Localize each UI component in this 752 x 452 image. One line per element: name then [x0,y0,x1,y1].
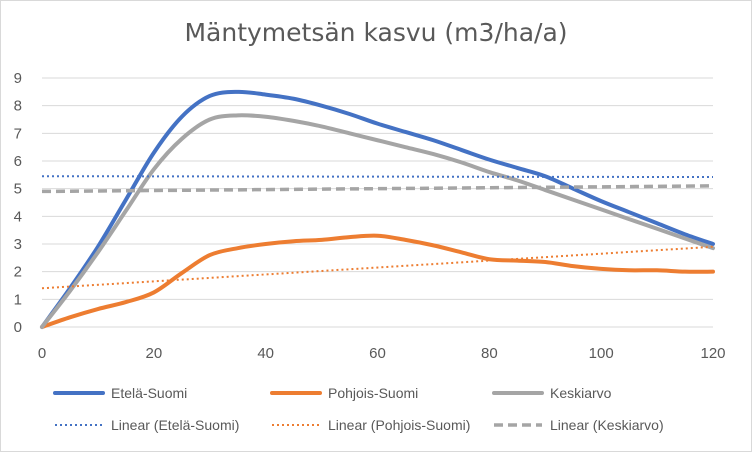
legend-label: Linear (Etelä-Suomi) [111,417,239,433]
series-line-linear-pohjois-suomi [41,245,714,290]
legend-label: Pohjois-Suomi [328,385,418,401]
series-lines [40,89,715,329]
x-tick-label: 0 [38,345,46,362]
y-tick-label: 1 [14,291,22,308]
series-line-etel-suomi [40,89,715,329]
x-axis-ticks: 0 20 40 60 80 100 120 [38,345,726,362]
y-tick-label: 4 [14,208,22,225]
legend-label: Linear (Pohjois-Suomi) [328,417,470,433]
x-tick-label: 100 [589,345,614,362]
x-tick-label: 60 [369,345,386,362]
x-tick-label: 20 [145,345,162,362]
legend: Etelä-Suomi Pohjois-Suomi Keskiarvo Linear … [53,385,664,433]
gridlines [42,77,713,328]
series-line-pohjois-suomi [40,233,715,329]
y-tick-label: 2 [14,264,22,281]
y-tick-label: 9 [14,70,22,87]
x-tick-label: 120 [700,345,725,362]
legend-label: Keskiarvo [550,385,612,401]
y-tick-label: 3 [14,236,22,253]
y-tick-label: 7 [14,125,22,142]
chart-title: Mäntymetsän kasvu (m3/ha/a) [184,18,568,47]
y-axis-ticks: 0 1 2 3 4 5 6 7 8 9 [14,70,22,336]
y-tick-label: 6 [14,153,22,170]
series-line-keskiarvo [40,113,715,329]
legend-label: Etelä-Suomi [111,385,187,401]
legend-label: Linear (Keskiarvo) [550,417,664,433]
y-tick-label: 5 [14,181,22,198]
x-tick-label: 40 [257,345,274,362]
y-tick-label: 8 [14,98,22,115]
x-tick-label: 80 [481,345,498,362]
y-tick-label: 0 [14,319,22,336]
series-line-linear-etel-suomi [41,175,714,179]
